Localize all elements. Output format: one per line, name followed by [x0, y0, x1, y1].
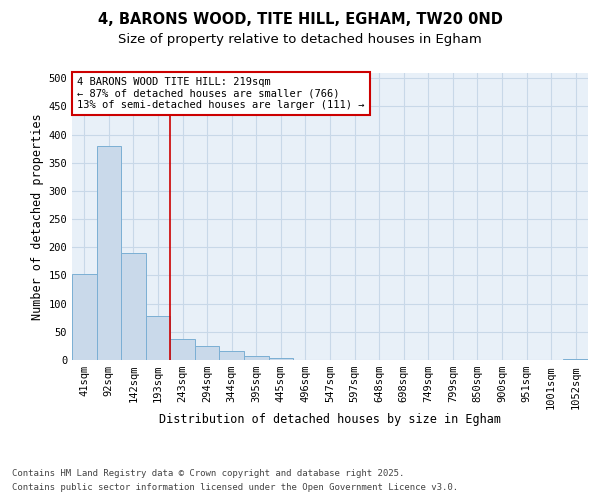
Text: Size of property relative to detached houses in Egham: Size of property relative to detached ho… [118, 32, 482, 46]
Text: Contains public sector information licensed under the Open Government Licence v3: Contains public sector information licen… [12, 484, 458, 492]
Bar [146, 316, 170, 360]
Bar [170, 338, 195, 360]
Text: 4 BARONS WOOD TITE HILL: 219sqm
← 87% of detached houses are smaller (766)
13% o: 4 BARONS WOOD TITE HILL: 219sqm ← 87% of… [77, 77, 365, 110]
Bar [269, 358, 293, 360]
X-axis label: Distribution of detached houses by size in Egham: Distribution of detached houses by size … [159, 413, 501, 426]
Bar [72, 274, 97, 360]
Y-axis label: Number of detached properties: Number of detached properties [31, 113, 44, 320]
Bar [220, 351, 244, 360]
Text: Contains HM Land Registry data © Crown copyright and database right 2025.: Contains HM Land Registry data © Crown c… [12, 468, 404, 477]
Bar [195, 346, 220, 360]
Bar [563, 359, 588, 360]
Bar [244, 356, 269, 360]
Bar [121, 253, 146, 360]
Bar [97, 146, 121, 360]
Text: 4, BARONS WOOD, TITE HILL, EGHAM, TW20 0ND: 4, BARONS WOOD, TITE HILL, EGHAM, TW20 0… [98, 12, 502, 28]
